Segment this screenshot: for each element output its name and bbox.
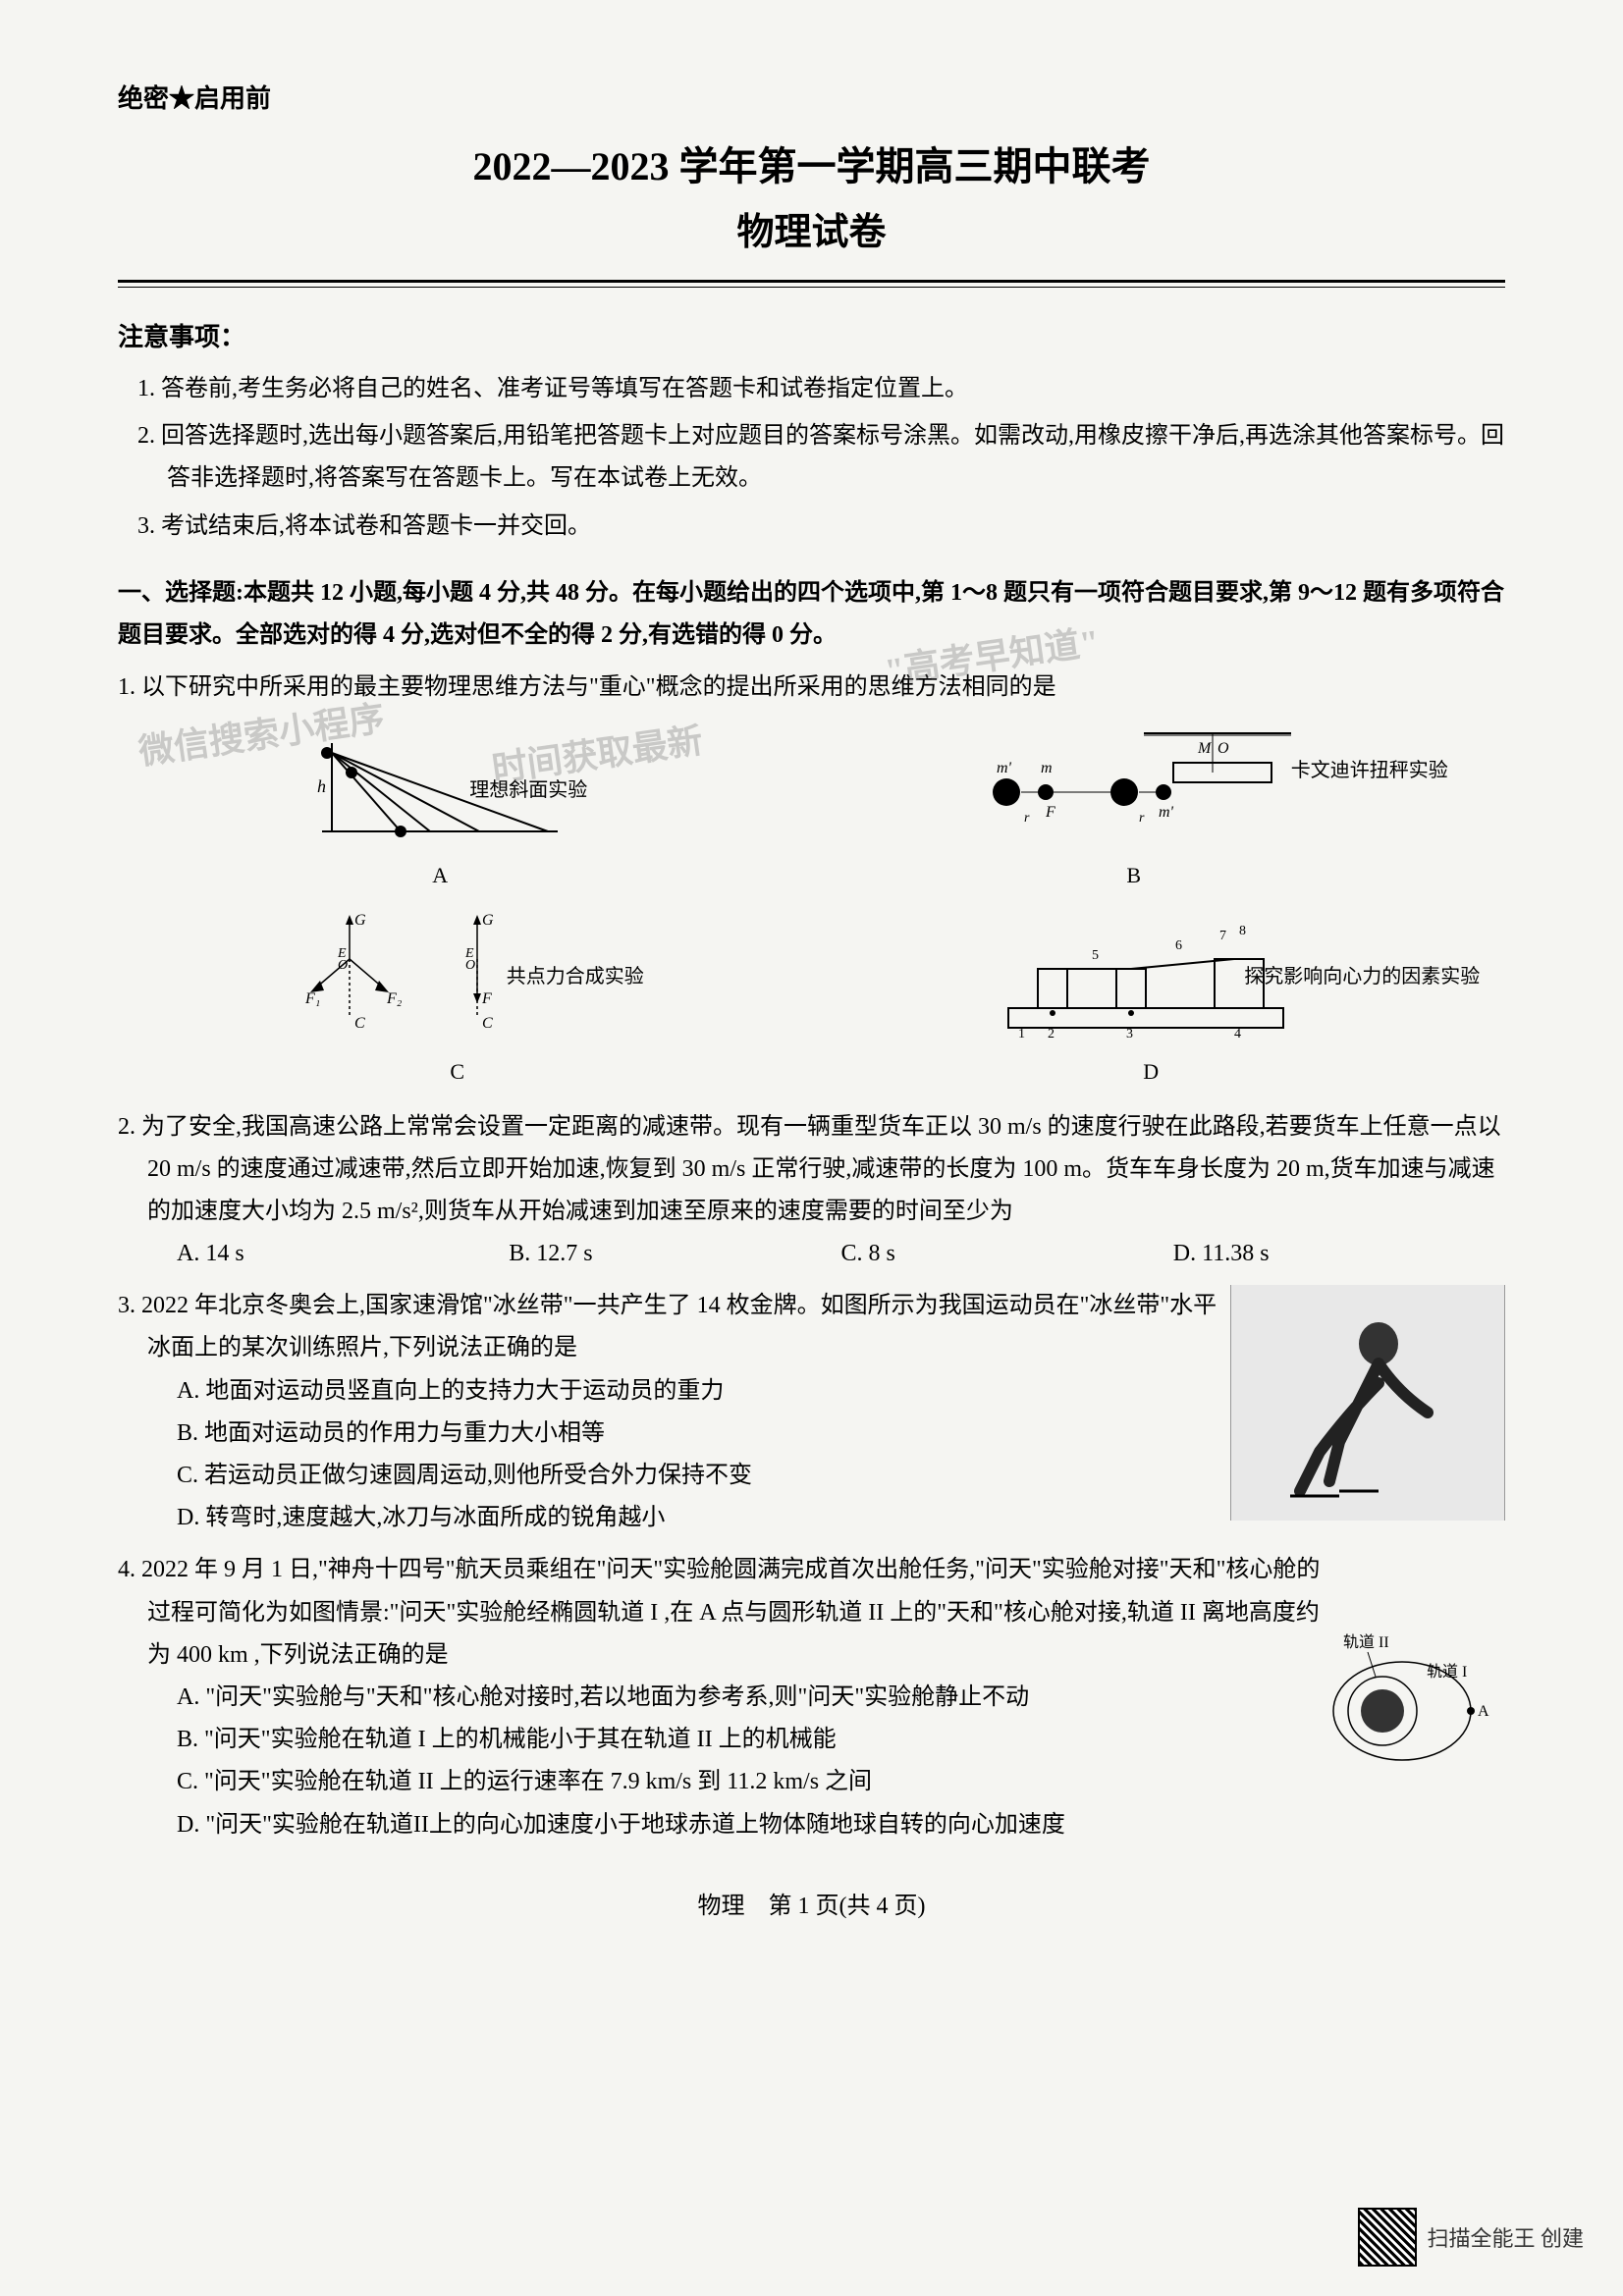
q2-text: 2. 为了安全,我国高速公路上常常会设置一定距离的减速带。现有一辆重型货车正以 … [147,1106,1505,1234]
q1-diagram-a-label: A [432,856,448,895]
svg-text:h: h [317,776,326,796]
q1-diagram-b-label: B [1126,856,1141,895]
q1-diagram-d: 1 2 3 4 5 6 7 8 探究影响向心力的因素实验 D [979,910,1323,1092]
q1-diagram-b: m' m F m' r r M O 卡文迪许扭秤实验 B [947,723,1321,895]
svg-text:r: r [1139,811,1145,826]
instruction-1: 1. 答卷前,考生务必将自己的姓名、准考证号等填写在答题卡和试卷指定位置上。 [167,368,1505,410]
orbit-svg: A 轨道 I 轨道 II [1328,1628,1505,1785]
svg-text:G: G [354,912,366,929]
q1-diagrams-row1: h 理想斜面实验 A m' m F m' r [118,723,1505,895]
q4-orbit-diagram: A 轨道 I 轨道 II [1328,1628,1505,1785]
divider-line [118,280,1505,288]
svg-text:F: F [481,990,492,1007]
q1-diagram-a-caption: 理想斜面实验 [469,773,587,808]
q2-option-b: B. 12.7 s [509,1233,840,1275]
svg-text:8: 8 [1239,924,1246,938]
q3-option-d: D. 转弯时,速度越大,冰刀与冰面所成的锐角越小 [177,1497,1220,1539]
svg-text:r: r [1024,811,1030,826]
exam-title: 2022—2023 学年第一学期高三期中联考 [118,134,1505,191]
svg-text:2: 2 [1048,1027,1055,1041]
svg-text:m': m' [997,760,1012,776]
svg-text:C: C [482,1015,493,1032]
question-2: 2. 为了安全,我国高速公路上常常会设置一定距离的减速带。现有一辆重型货车正以 … [118,1106,1505,1276]
secrecy-label: 绝密★启用前 [118,79,1505,115]
svg-text:m: m [1041,760,1053,776]
svg-text:M: M [1197,740,1213,757]
question-3: 3. 2022 年北京冬奥会上,国家速滑馆"冰丝带"一共产生了 14 枚金牌。如… [118,1285,1505,1539]
skater-icon [1231,1285,1504,1521]
orbit-label-1: 轨道 I [1427,1663,1467,1681]
question-4: 4. 2022 年 9 月 1 日,"神舟十四号"航天员乘组在"问天"实验舱圆满… [118,1549,1505,1845]
watermark-text: 扫描全能王 创建 [1427,2221,1584,2253]
orbit-label-2: 轨道 II [1343,1633,1389,1651]
q1-diagram-d-label: D [1143,1052,1159,1092]
q3-option-c: C. 若运动员正做匀速圆周运动,则他所受合外力保持不变 [177,1455,1220,1497]
q1-diagrams-row2: G E O F₁ F₂ C G E O F C 共点力合成实验 C [118,910,1505,1092]
svg-text:O: O [1217,740,1229,757]
q2-option-c: C. 8 s [841,1233,1173,1275]
orbit-point-a: A [1478,1703,1489,1720]
scan-watermark: 扫描全能王 创建 [1358,2208,1584,2267]
instruction-3: 3. 考试结束后,将本试卷和答题卡一并交回。 [167,506,1505,548]
q1-diagram-a: h 理想斜面实验 A [302,723,577,895]
q1-diagram-d-caption: 探究影响向心力的因素实验 [1244,959,1480,994]
q2-options: A. 14 s B. 12.7 s C. 8 s D. 11.38 s [177,1233,1505,1275]
svg-text:F₂: F₂ [386,990,403,1007]
svg-text:1: 1 [1018,1027,1025,1041]
q1-diagram-c: G E O F₁ F₂ C G E O F C 共点力合成实验 C [300,910,615,1092]
diagram-b-svg: m' m F m' r r M O [947,723,1321,851]
q4-option-c: C. "问天"实验舱在轨道 II 上的运行速率在 7.9 km/s 到 11.2… [177,1761,1505,1803]
svg-text:O: O [338,958,348,973]
q3-option-b: B. 地面对运动员的作用力与重力大小相等 [177,1413,1220,1455]
q3-option-a: A. 地面对运动员竖直向上的支持力大于运动员的重力 [177,1370,1220,1413]
page-footer: 物理 第 1 页(共 4 页) [118,1886,1505,1920]
q1-diagram-c-label: C [450,1052,464,1092]
question-1: 1. 以下研究中所采用的最主要物理思维方法与"重心"概念的提出所采用的思维方法相… [118,667,1505,1091]
svg-text:5: 5 [1092,948,1099,963]
q3-skater-image [1230,1285,1505,1521]
q2-option-a: A. 14 s [177,1233,509,1275]
q3-text: 3. 2022 年北京冬奥会上,国家速滑馆"冰丝带"一共产生了 14 枚金牌。如… [147,1285,1220,1369]
q1-text: 1. 以下研究中所采用的最主要物理思维方法与"重心"概念的提出所采用的思维方法相… [147,667,1505,709]
svg-text:F: F [1045,804,1055,821]
exam-subtitle: 物理试卷 [118,201,1505,255]
q4-text: 4. 2022 年 9 月 1 日,"神舟十四号"航天员乘组在"问天"实验舱圆满… [147,1549,1505,1677]
svg-text:7: 7 [1219,929,1226,943]
q2-option-d: D. 11.38 s [1173,1233,1505,1275]
q4-option-b: B. "问天"实验舱在轨道 I 上的机械能小于其在轨道 II 上的机械能 [177,1719,1505,1761]
q1-diagram-b-caption: 卡文迪许扭秤实验 [1291,753,1448,788]
svg-text:4: 4 [1234,1027,1241,1041]
q4-option-d: D. "问天"实验舱在轨道II上的向心加速度小于地球赤道上物体随地球自转的向心加… [177,1804,1505,1846]
section-1-header: 一、选择题:本题共 12 小题,每小题 4 分,共 48 分。在每小题给出的四个… [118,572,1505,657]
svg-text:C: C [354,1015,365,1032]
instructions-header: 注意事项： [118,317,1505,353]
svg-text:F₁: F₁ [304,990,320,1007]
svg-text:m': m' [1159,804,1174,821]
svg-text:G: G [482,912,494,929]
q1-diagram-c-caption: 共点力合成实验 [507,959,644,994]
instruction-2: 2. 回答选择题时,选出每小题答案后,用铅笔把答题卡上对应题目的答案标号涂黑。如… [167,415,1505,500]
svg-text:3: 3 [1126,1027,1133,1041]
qr-code-icon [1358,2208,1417,2267]
q4-option-a: A. "问天"实验舱与"天和"核心舱对接时,若以地面为参考系,则"问天"实验舱静… [177,1677,1505,1719]
svg-text:6: 6 [1175,938,1182,953]
svg-text:O: O [465,958,475,973]
